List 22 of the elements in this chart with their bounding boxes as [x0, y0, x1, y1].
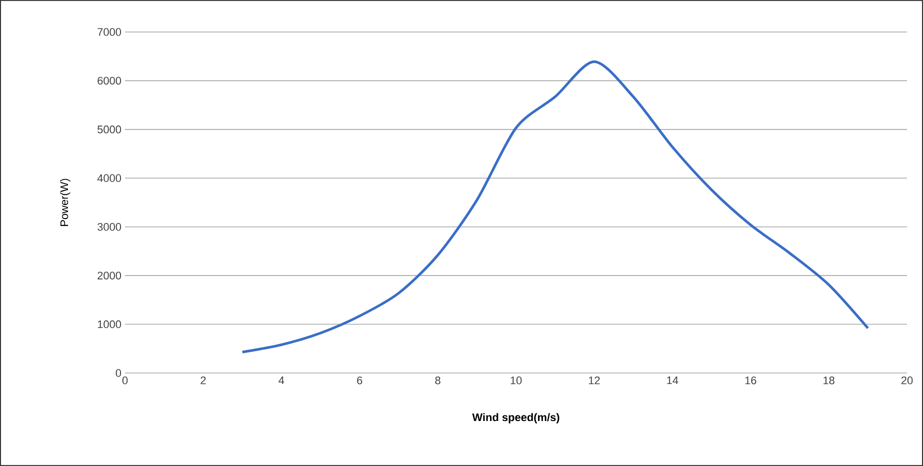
x-tick-label: 20	[901, 376, 913, 384]
x-tick-label: 18	[824, 376, 834, 384]
x-tick-label: 0	[122, 376, 128, 384]
x-tick-label: 6	[357, 376, 362, 384]
y-tick-label: 3000	[98, 222, 122, 231]
x-axis-title: Wind speed(m/s)	[472, 413, 560, 424]
y-axis-title: Power(W)	[60, 178, 70, 226]
y-tick-label: 4000	[97, 174, 122, 182]
x-tick-label: 16	[745, 376, 756, 384]
y-tick-label: 5000	[98, 126, 122, 134]
x-tick-label: 8	[435, 376, 440, 384]
x-tick-label: 4	[278, 376, 284, 384]
x-tick-label: 10	[510, 376, 522, 384]
y-tick-label: 2000	[98, 272, 122, 280]
line-series	[241, 60, 870, 354]
y-tick-label: 0	[116, 369, 122, 377]
y-tick-label: 1000	[98, 320, 122, 328]
x-tick-label: 14	[667, 376, 678, 384]
y-tick-label: 6000	[98, 76, 122, 85]
x-tick-label: 2	[200, 376, 206, 384]
x-tick-label: 12	[588, 376, 600, 384]
y-tick-label: 7000	[98, 28, 122, 36]
